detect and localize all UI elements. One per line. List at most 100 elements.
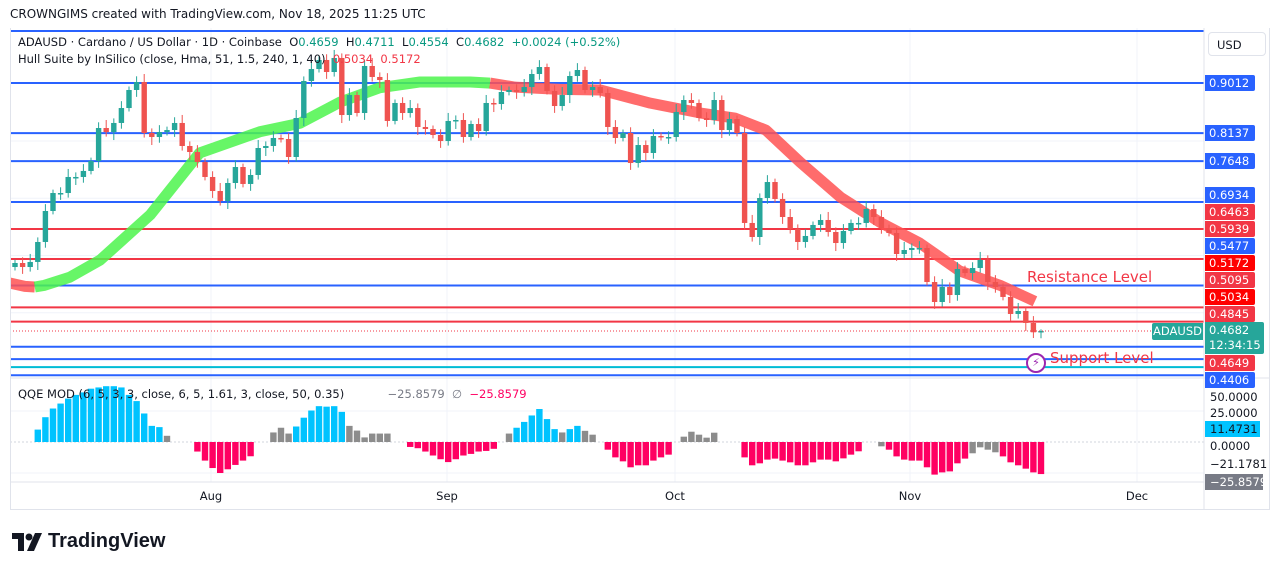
candle xyxy=(924,244,930,286)
candle-body xyxy=(726,119,733,131)
qqe-legend[interactable]: QQE MOD (6, 5, 3, 3, close, 6, 5, 1.61, … xyxy=(18,387,527,401)
qqe-bar xyxy=(916,442,923,461)
qqe-bar xyxy=(376,433,383,442)
candle xyxy=(673,103,679,142)
candle-body xyxy=(369,65,375,77)
candle xyxy=(141,74,147,138)
qqe-bar xyxy=(589,434,596,442)
qqe-bar xyxy=(209,442,216,469)
qqe-bar xyxy=(1022,442,1029,469)
candle xyxy=(339,53,345,124)
candle xyxy=(772,178,778,203)
candle xyxy=(688,93,695,109)
candle-body xyxy=(757,197,763,237)
candle xyxy=(931,276,938,309)
current-price: 0.4682 xyxy=(1209,323,1250,337)
qqe-bar xyxy=(315,406,323,442)
qqe-bar xyxy=(627,442,634,468)
candle xyxy=(301,76,307,127)
candle xyxy=(194,145,201,168)
candle-body xyxy=(787,217,793,229)
qqe-bar xyxy=(125,394,133,442)
qqe-bar xyxy=(847,442,855,455)
candle xyxy=(909,243,915,259)
qqe-bar xyxy=(338,411,345,442)
resistance-level-label[interactable]: Resistance Level xyxy=(1027,268,1153,286)
qqe-bar xyxy=(110,386,117,442)
candle-body xyxy=(802,235,809,242)
lightning-icon[interactable]: ⚡ xyxy=(1026,353,1046,373)
candle-body xyxy=(589,87,596,90)
tradingview-logo[interactable]: TradingView xyxy=(12,530,165,553)
candle xyxy=(35,237,41,270)
candle xyxy=(103,119,109,137)
qqe-bar xyxy=(300,417,307,442)
qqe-bar xyxy=(505,433,513,442)
current-symbol-tag: ADAUSD xyxy=(1152,323,1203,340)
time-tick: Nov xyxy=(898,489,922,503)
candle-body xyxy=(293,117,299,157)
candle-body xyxy=(133,82,140,90)
qqe-bar xyxy=(331,406,338,442)
candle-body xyxy=(772,182,778,199)
candle xyxy=(247,169,254,191)
symbol-legend[interactable]: ADAUSD · Cardano / US Dollar · 1D · Coin… xyxy=(18,35,620,49)
candle-body xyxy=(270,137,277,146)
qqe-bar xyxy=(475,442,482,452)
qqe-bar xyxy=(749,442,756,466)
qqe-bar xyxy=(270,432,277,442)
time-tick: Oct xyxy=(665,489,685,503)
hull-band xyxy=(10,76,1038,307)
candle xyxy=(217,182,223,206)
candle-body xyxy=(620,132,626,138)
candle xyxy=(521,78,527,97)
candle-body xyxy=(871,208,877,218)
candle xyxy=(88,157,94,175)
high-label: H xyxy=(345,35,355,49)
qqe-bar xyxy=(893,442,900,457)
candle-body xyxy=(323,59,330,73)
candle-body xyxy=(1007,296,1014,314)
candle-body xyxy=(536,67,543,75)
candle-body xyxy=(605,93,611,127)
candle xyxy=(293,109,299,162)
candle-body xyxy=(749,222,755,237)
candle-body xyxy=(209,176,216,192)
candle xyxy=(787,208,793,234)
qqe-bar xyxy=(490,442,497,449)
currency-button[interactable]: USD xyxy=(1208,32,1266,56)
candle-body xyxy=(665,137,672,139)
qqe-bar xyxy=(460,442,467,456)
candle xyxy=(308,62,315,87)
candle-body xyxy=(513,89,520,92)
candle xyxy=(620,129,626,142)
candle xyxy=(278,134,284,143)
qqe-bar xyxy=(1030,442,1037,473)
hull-legend[interactable]: Hull Suite by InSilico (close, Hma, 51, … xyxy=(18,52,421,66)
candle-body xyxy=(901,249,907,255)
candle-body xyxy=(711,100,717,120)
candle xyxy=(764,175,771,204)
candle-body xyxy=(301,80,307,118)
candle-body xyxy=(931,282,938,303)
support-level-label[interactable]: Support Level xyxy=(1050,349,1154,367)
chart-frame xyxy=(10,28,1270,510)
hull-value-1: 0.5034 xyxy=(332,52,374,66)
candle xyxy=(605,88,611,136)
candle xyxy=(445,112,451,146)
candle-body xyxy=(225,182,231,201)
candle xyxy=(1007,291,1014,321)
qqe-bar xyxy=(217,442,224,473)
candle-body xyxy=(886,228,892,233)
hull-price-label: 0.5172 xyxy=(1205,255,1255,271)
candle-body xyxy=(650,135,657,153)
candle-body xyxy=(437,135,444,142)
hull-value-2: 0.5172 xyxy=(380,52,421,66)
brand-name: TradingView xyxy=(48,530,166,552)
qqe-value-tag: 11.4731 xyxy=(1205,421,1260,437)
tradingview-logo-icon xyxy=(12,532,42,551)
bar-countdown: 12:34:15 xyxy=(1209,338,1261,352)
candle-body xyxy=(825,219,831,233)
candle-body xyxy=(202,161,208,177)
